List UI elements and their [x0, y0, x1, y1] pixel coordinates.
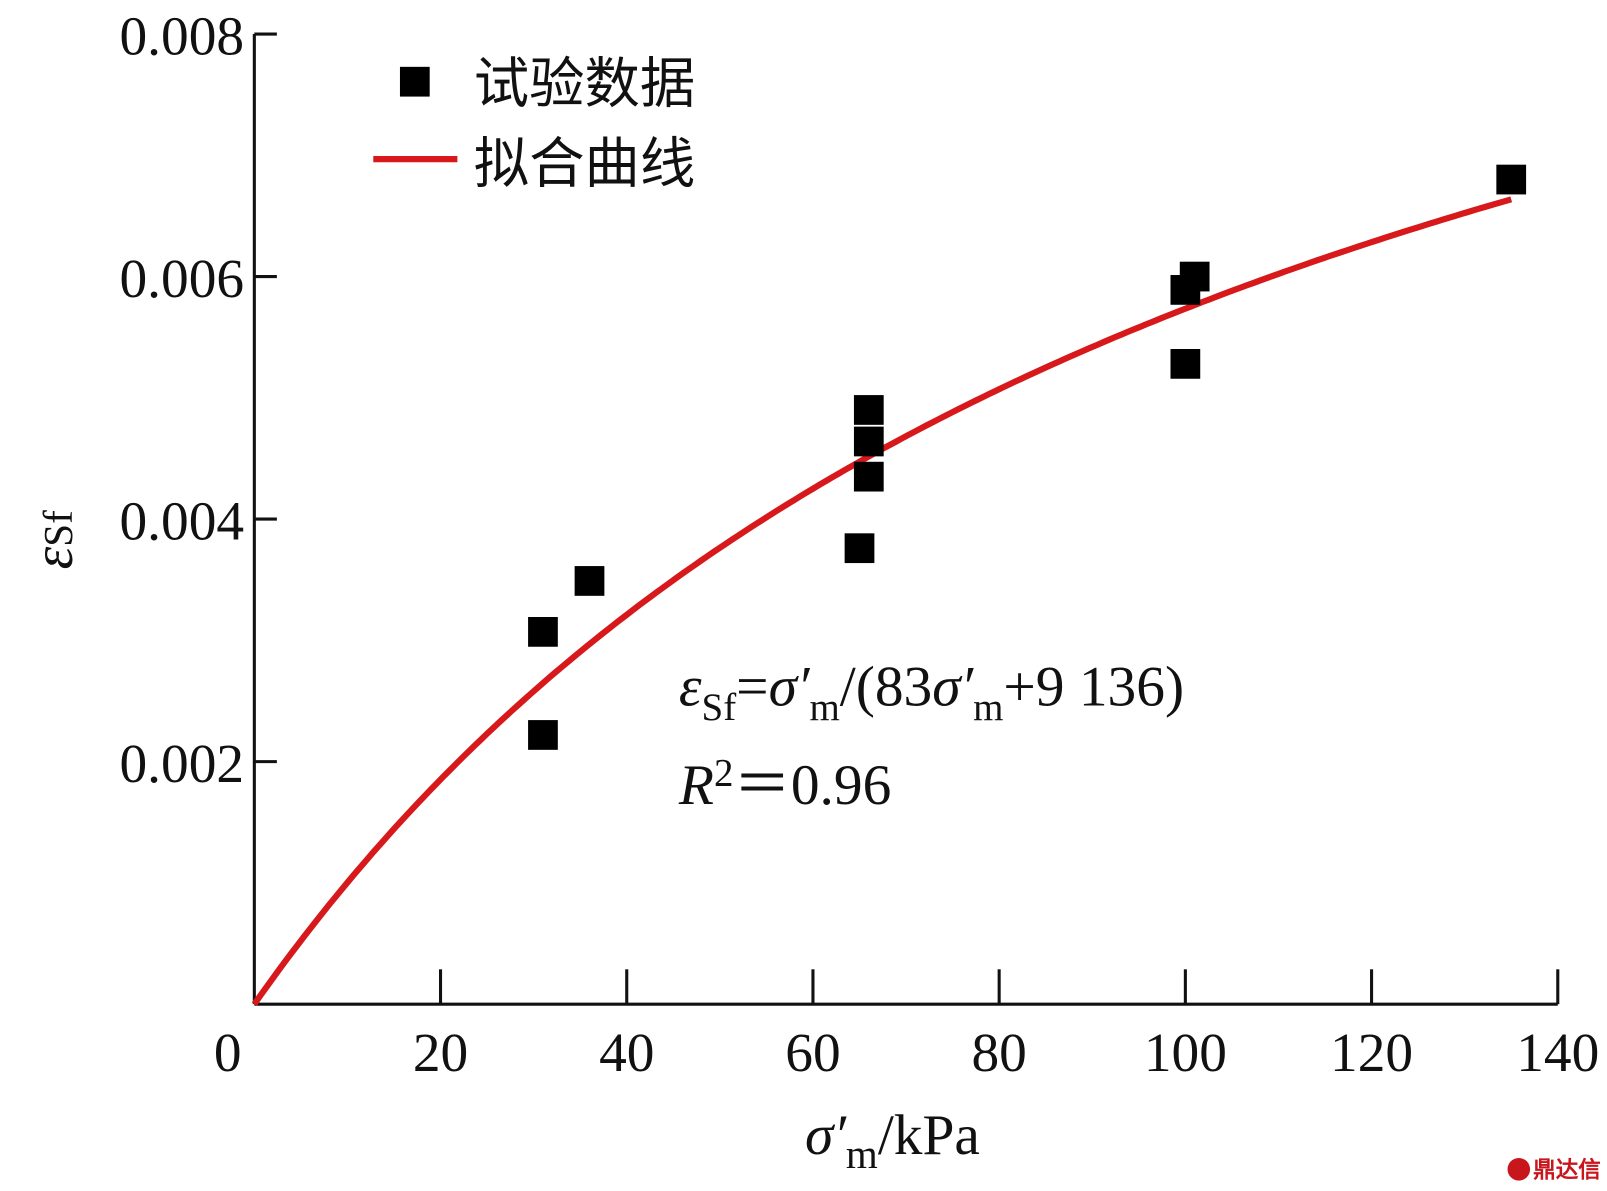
r-squared: R2＝0.96 — [678, 752, 891, 817]
x-tick-label: 140 — [1516, 1022, 1599, 1083]
data-point — [1496, 164, 1527, 195]
x-tick-label: 120 — [1330, 1022, 1413, 1083]
legend-label-data: 试验数据 — [474, 53, 695, 117]
y-tick-label: 0.008 — [120, 6, 245, 67]
y-tick-label: 0.002 — [120, 733, 245, 794]
y-tick-label: 0.006 — [120, 248, 245, 309]
data-point — [528, 720, 558, 750]
watermark-logo-icon — [1507, 1158, 1531, 1181]
data-point — [528, 617, 558, 647]
fit-equation: εSf=σ′m/(83σ′m+9 136) — [679, 656, 1184, 729]
x-tick-label: 100 — [1144, 1022, 1227, 1083]
data-points — [528, 164, 1527, 750]
x-axis-label: σ′m/kPa — [805, 1104, 980, 1177]
data-point — [853, 395, 884, 425]
svg-text:鼎达信: 鼎达信 — [1533, 1156, 1601, 1183]
y-axis-label: εSf — [22, 510, 85, 569]
x-tick-label: 80 — [971, 1022, 1026, 1083]
x-tick-label: 20 — [413, 1022, 468, 1083]
x-tick-label: 60 — [785, 1022, 840, 1083]
fit-curve-group — [251, 196, 1513, 1006]
data-point — [853, 426, 884, 457]
legend: 试验数据 拟合曲线 — [373, 53, 695, 197]
axes: 0 20 40 60 80 100 120 140 0.002 0.004 0.006 0.008 — [120, 6, 1600, 1083]
legend-label-fit: 拟合曲线 — [474, 133, 695, 197]
x-tick-label: 0 — [214, 1022, 242, 1083]
x-tick-label: 40 — [599, 1022, 654, 1083]
data-point — [1179, 261, 1210, 292]
data-point — [844, 533, 875, 564]
y-tick-label: 0.004 — [120, 491, 245, 552]
legend-marker-square — [399, 66, 430, 97]
fit-curve — [251, 196, 1513, 1006]
data-point — [853, 461, 884, 492]
data-point — [574, 566, 605, 596]
data-point — [1170, 349, 1201, 379]
watermark: 鼎达信 — [1507, 1156, 1601, 1183]
